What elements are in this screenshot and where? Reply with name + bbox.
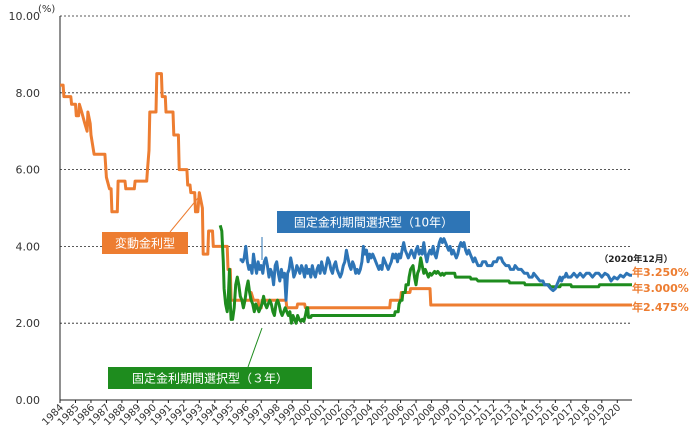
legend-fixed-3y-leader (247, 327, 263, 368)
y-tick-label: 4.00 (16, 240, 41, 253)
axes (59, 16, 632, 401)
legend-fixed-10y-label: 固定金利期間選択型（10年） (294, 215, 453, 230)
legend-fixed-3y-box (108, 367, 312, 389)
series-lines (60, 72, 632, 325)
y-tick-label: 2.00 (16, 317, 41, 330)
y-tick-label: 8.00 (16, 87, 41, 100)
legend-floating-rate: 変動金利型 (102, 197, 199, 254)
reference-date-label: （2020年12月） (599, 253, 673, 265)
series-fixed-3y (218, 224, 632, 325)
y-ticks: 0.00 2.00 4.00 6.00 8.00 10.00 (9, 10, 41, 407)
series-fixed-10y (239, 237, 632, 302)
y-tick-label: 0.00 (16, 394, 41, 407)
legend-floating-rate-label: 変動金利型 (115, 236, 175, 251)
legend-fixed-10y-box (277, 211, 470, 233)
y-axis-unit: (%) (38, 4, 55, 15)
y-tick-label: 6.00 (16, 164, 41, 177)
legend-floating-rate-box (102, 232, 188, 254)
x-ticks: 1984198519861987198819891990199119921993… (40, 400, 623, 428)
end-label-fixed-10y: 年3.250% (632, 265, 689, 279)
series-floating-rate (60, 72, 632, 310)
legend-fixed-3y-label: 固定金利期間選択型（３年） (132, 371, 288, 386)
gridlines (60, 15, 632, 324)
legend-fixed-3y: 固定金利期間選択型（３年） (108, 327, 312, 389)
end-label-floating-rate: 年2.475% (632, 300, 689, 314)
y-tick-label: 10.00 (9, 10, 41, 23)
end-label-fixed-3y: 年3.000% (632, 281, 689, 295)
legend-fixed-10y: 固定金利期間選択型（10年） (261, 211, 470, 260)
legend-floating-rate-leader (169, 197, 199, 233)
